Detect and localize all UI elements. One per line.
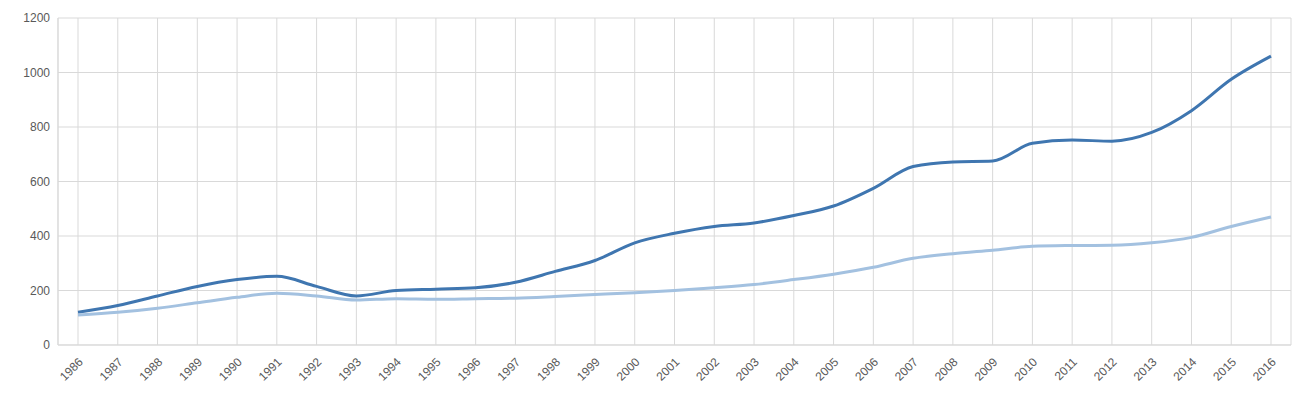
svg-text:200: 200 <box>30 284 50 298</box>
svg-text:1988: 1988 <box>137 355 166 384</box>
svg-text:2011: 2011 <box>1052 355 1080 383</box>
svg-text:1991: 1991 <box>256 355 285 384</box>
svg-text:2000: 2000 <box>614 355 643 384</box>
svg-text:2006: 2006 <box>852 355 881 384</box>
svg-text:2009: 2009 <box>972 355 1001 384</box>
svg-text:2007: 2007 <box>892 355 921 384</box>
svg-text:1990: 1990 <box>216 355 245 384</box>
svg-text:1995: 1995 <box>415 355 444 384</box>
svg-text:2003: 2003 <box>733 355 762 384</box>
svg-text:2016: 2016 <box>1250 355 1279 384</box>
svg-text:1996: 1996 <box>455 355 484 384</box>
svg-text:2004: 2004 <box>773 355 802 384</box>
svg-text:2001: 2001 <box>653 355 682 384</box>
svg-text:1993: 1993 <box>335 355 364 384</box>
svg-text:2012: 2012 <box>1091 355 1120 384</box>
svg-text:1989: 1989 <box>176 355 205 384</box>
svg-text:1998: 1998 <box>534 355 563 384</box>
svg-text:2013: 2013 <box>1131 355 1160 384</box>
svg-text:1987: 1987 <box>97 355 126 384</box>
svg-text:1999: 1999 <box>574 355 603 384</box>
svg-text:2005: 2005 <box>813 355 842 384</box>
svg-text:1997: 1997 <box>494 355 523 384</box>
svg-text:400: 400 <box>30 229 50 243</box>
svg-text:1200: 1200 <box>23 11 50 25</box>
svg-text:1994: 1994 <box>375 355 404 384</box>
svg-text:2014: 2014 <box>1170 355 1199 384</box>
svg-text:1000: 1000 <box>23 66 50 80</box>
svg-text:2015: 2015 <box>1210 355 1239 384</box>
svg-text:2008: 2008 <box>932 355 961 384</box>
svg-text:2010: 2010 <box>1011 355 1040 384</box>
svg-text:600: 600 <box>30 175 50 189</box>
svg-text:2002: 2002 <box>693 355 722 384</box>
svg-text:0: 0 <box>43 338 50 352</box>
svg-text:800: 800 <box>30 120 50 134</box>
svg-text:1986: 1986 <box>57 355 86 384</box>
svg-text:1992: 1992 <box>296 355 325 384</box>
